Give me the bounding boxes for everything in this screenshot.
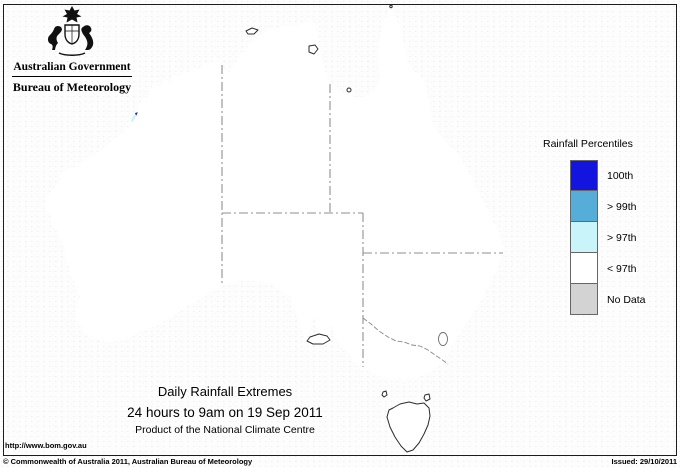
legend-label: > 99th (607, 200, 637, 213)
border-murray-river (362, 317, 449, 365)
king-island (381, 390, 388, 398)
legend-title: Rainfall Percentiles (543, 138, 633, 150)
map-subtitle: 24 hours to 9am on 19 Sep 2011 (127, 405, 323, 420)
legend-item: > 97th (570, 222, 646, 253)
torres-strait-island (389, 4, 393, 9)
bureau-label: Bureau of Meteorology (12, 80, 132, 94)
kangaroo-island (306, 333, 331, 345)
border-act (438, 332, 448, 346)
copyright-text: © Commonwealth of Australia 2011, Austra… (3, 457, 253, 466)
legend-items: 100th > 99th > 97th < 97th No Data (570, 160, 646, 315)
legend-label: > 97th (607, 231, 637, 244)
map-product-line: Product of the National Climate Centre (135, 424, 315, 436)
flinders-island (423, 393, 431, 402)
bom-url: http://www.bom.gov.au (5, 441, 87, 450)
government-crest-block: Australian Government Bureau of Meteorol… (10, 5, 134, 95)
government-label: Australian Government (13, 61, 131, 73)
legend-swatch (570, 284, 598, 315)
legend-item: < 97th (570, 253, 646, 284)
legend-item: No Data (570, 284, 646, 315)
legend-swatch (570, 222, 598, 253)
legend-swatch (570, 160, 598, 191)
map-title: Daily Rainfall Extremes (157, 384, 293, 399)
legend-label: < 97th (607, 262, 637, 275)
legend-label: 100th (607, 169, 634, 182)
logo-divider (12, 76, 132, 77)
map-title-block: Daily Rainfall Extremes 24 hours to 9am … (70, 384, 380, 436)
legend-item: 100th (570, 160, 646, 191)
legend-swatch (570, 191, 598, 222)
footer-bar: © Commonwealth of Australia 2011, Austra… (3, 457, 677, 466)
issued-date: Issued: 29/10/2011 (611, 457, 677, 466)
legend-item: > 99th (570, 191, 646, 222)
legend-label: No Data (607, 293, 646, 306)
coat-of-arms-icon (47, 6, 94, 56)
legend-swatch (570, 253, 598, 284)
rainfall-legend: Rainfall Percentiles 100th > 99th > 97th < … (543, 138, 646, 315)
tiwi-islands (245, 27, 259, 35)
tasmania (386, 401, 431, 453)
islands (245, 4, 431, 453)
groote-eylandt (308, 44, 319, 55)
mornington-island (346, 87, 352, 93)
state-borders (221, 65, 503, 367)
